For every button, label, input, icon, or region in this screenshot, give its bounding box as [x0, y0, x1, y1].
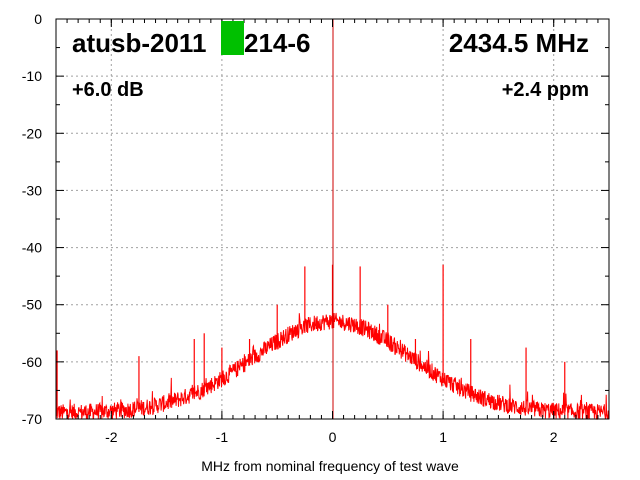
device-title-right: 214-6: [244, 28, 311, 58]
y-tick-label: -50: [22, 297, 42, 313]
y-tick-label: 0: [34, 11, 42, 27]
y-tick-label: -60: [22, 354, 42, 370]
x-tick-label: -1: [216, 429, 229, 445]
x-tick-label: 0: [329, 429, 337, 445]
axis-ticks: -2 -1 0 1 20-10-20-30-40-50-60-70: [22, 11, 610, 445]
device-title-left: atusb-2011: [72, 28, 206, 58]
x-tick-label: 1: [439, 429, 447, 445]
y-tick-label: -40: [22, 240, 42, 256]
x-tick-label: 2: [550, 429, 558, 445]
y-tick-label: -70: [22, 411, 42, 427]
x-tick-label: -2: [105, 429, 118, 445]
ppm-label: +2.4 ppm: [502, 79, 589, 101]
y-tick-label: -10: [22, 68, 42, 84]
gain-label: +6.0 dB: [72, 79, 144, 101]
spectrum-trace: [55, 264, 610, 421]
redaction-box: [221, 21, 244, 55]
y-tick-label: -20: [22, 125, 42, 141]
x-axis-label: MHz from nominal frequency of test wave: [201, 458, 459, 474]
y-tick-label: -30: [22, 182, 42, 198]
frequency-label: 2434.5 MHz: [449, 28, 589, 58]
